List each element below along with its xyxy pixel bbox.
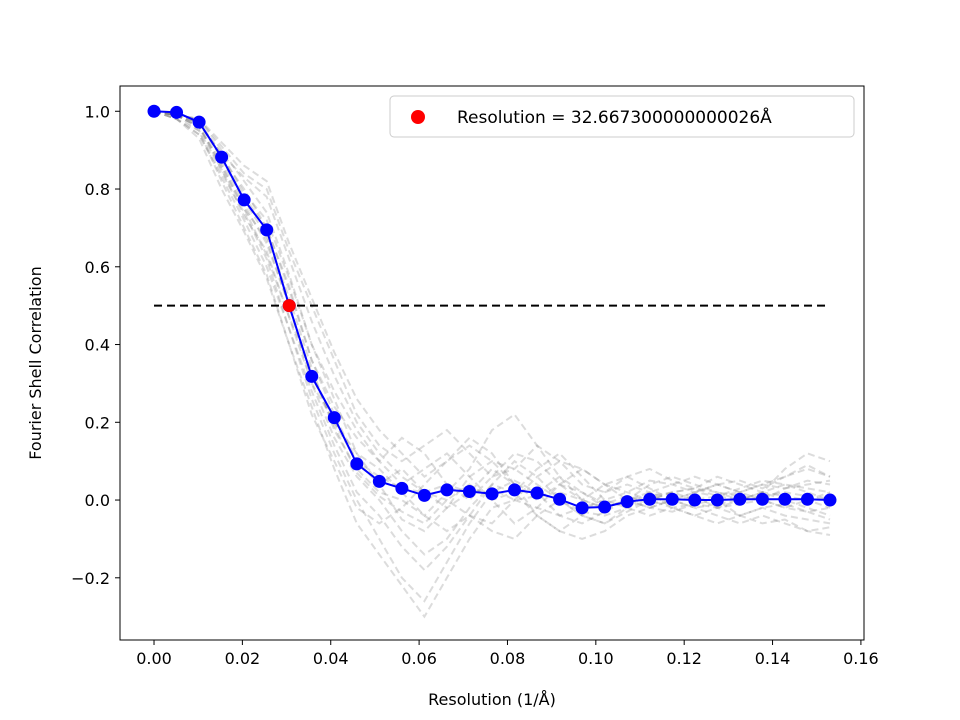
fsc-point — [755, 492, 769, 506]
x-axis-label: Resolution (1/Å) — [428, 690, 556, 709]
fsc-point — [440, 483, 454, 497]
plot-area — [147, 104, 837, 619]
y-tick-label: 0.6 — [85, 258, 110, 277]
x-tick-label: 0.08 — [490, 649, 526, 668]
y-tick-label: 0.0 — [85, 491, 110, 510]
x-tick-label: 0.04 — [313, 649, 349, 668]
fsc-curve-points — [147, 104, 837, 515]
y-tick-label: −0.2 — [71, 569, 110, 588]
y-tick-label: 0.8 — [85, 180, 110, 199]
fsc-point — [462, 484, 476, 498]
bootstrap-curve — [153, 110, 831, 533]
fsc-point — [800, 492, 814, 506]
x-tick-label: 0.00 — [136, 649, 172, 668]
bootstrap-curve — [153, 110, 831, 556]
x-tick-label: 0.14 — [755, 649, 791, 668]
legend-label: Resolution = 32.667300000000026Å — [457, 106, 772, 128]
fsc-point — [643, 492, 657, 506]
bootstrap-curve — [153, 110, 831, 509]
fsc-point — [778, 492, 792, 506]
fsc-point — [553, 492, 567, 506]
fsc-point — [417, 488, 431, 502]
y-axis-label: Fourier Shell Correlation — [26, 266, 45, 459]
fsc-point — [327, 411, 341, 425]
y-axis-ticks: −0.2 0.0 0.2 0.4 0.6 0.8 1.0 — [71, 102, 120, 588]
fsc-point — [215, 150, 229, 164]
x-axis-ticks: 0.00 0.02 0.04 0.06 0.08 0.10 0.12 0.14 0.16 — [136, 640, 879, 668]
fsc-point — [395, 481, 409, 495]
y-tick-label: 1.0 — [85, 102, 110, 121]
fsc-point — [170, 105, 184, 119]
fsc-point — [305, 369, 319, 383]
fsc-point — [665, 492, 679, 506]
fsc-point — [147, 104, 161, 118]
fsc-point — [823, 493, 837, 507]
legend-marker — [411, 110, 425, 124]
bootstrap-curve — [153, 110, 831, 525]
x-tick-label: 0.10 — [578, 649, 614, 668]
fsc-point — [350, 457, 364, 471]
y-tick-label: 0.2 — [85, 413, 110, 432]
fsc-point — [508, 483, 522, 497]
bootstrap-curve — [153, 110, 831, 533]
axes-frame — [119, 85, 865, 641]
fsc-point — [710, 493, 724, 507]
bootstrap-curve — [153, 110, 831, 525]
fsc-point — [192, 115, 206, 129]
fsc-point — [260, 223, 274, 237]
fsc-point — [372, 474, 386, 488]
x-tick-label: 0.06 — [401, 649, 437, 668]
bootstrap-curve — [153, 110, 831, 494]
fsc-point — [598, 500, 612, 514]
fsc-point — [237, 193, 251, 207]
fsc-point — [485, 487, 499, 501]
fsc-point — [688, 493, 702, 507]
bootstrap-curve — [153, 110, 831, 572]
fsc-point — [530, 486, 544, 500]
x-tick-label: 0.16 — [843, 649, 879, 668]
legend: Resolution = 32.667300000000026Å — [389, 95, 855, 138]
fsc-point — [575, 501, 589, 515]
resolution-point — [282, 299, 296, 313]
x-tick-label: 0.02 — [225, 649, 261, 668]
fsc-point — [733, 492, 747, 506]
y-tick-label: 0.4 — [85, 336, 110, 355]
bootstrap-curve — [153, 110, 831, 619]
bootstrap-curve — [153, 110, 831, 533]
fsc-point — [620, 495, 634, 509]
legend-box — [389, 95, 855, 138]
x-tick-label: 0.12 — [666, 649, 702, 668]
